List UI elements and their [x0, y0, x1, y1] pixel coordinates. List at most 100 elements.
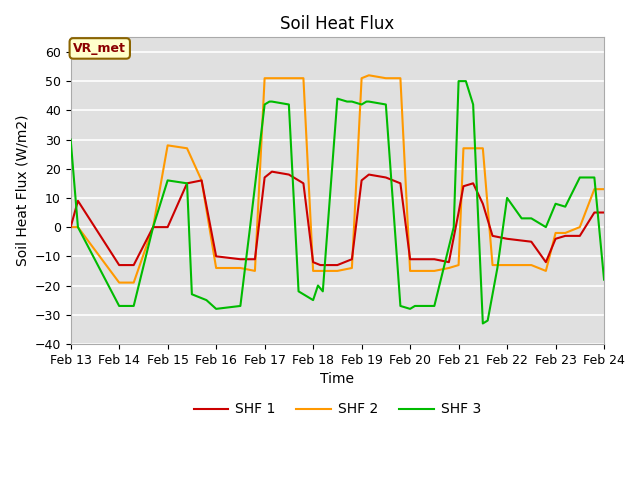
SHF 1 [431, 256, 438, 262]
SHF 3 [542, 224, 550, 230]
SHF 2 [542, 268, 550, 274]
SHF 3 [365, 99, 372, 105]
SHF 1 [382, 175, 390, 180]
SHF 1 [237, 256, 244, 262]
SHF 3 [561, 204, 569, 210]
SHF 1 [406, 256, 414, 262]
SHF 2 [455, 262, 463, 268]
SHF 3 [358, 102, 365, 108]
SHF 3 [503, 195, 511, 201]
SHF 3 [237, 303, 244, 309]
Line: SHF 2: SHF 2 [70, 75, 604, 283]
SHF 2 [445, 265, 452, 271]
SHF 2 [382, 75, 390, 81]
Y-axis label: Soil Heat Flux (W/m2): Soil Heat Flux (W/m2) [15, 115, 29, 266]
SHF 1 [317, 262, 324, 268]
SHF 2 [469, 145, 477, 151]
SHF 1 [489, 233, 497, 239]
SHF 1 [198, 178, 205, 183]
SHF 1 [445, 259, 452, 265]
SHF 3 [268, 99, 276, 105]
SHF 1 [576, 233, 584, 239]
SHF 3 [411, 303, 419, 309]
SHF 1 [309, 259, 317, 265]
SHF 1 [479, 201, 486, 206]
SHF 3 [130, 303, 138, 309]
SHF 3 [484, 318, 492, 324]
SHF 1 [212, 253, 220, 259]
SHF 3 [406, 306, 414, 312]
SHF 1 [333, 262, 341, 268]
SHF 1 [260, 175, 268, 180]
SHF 2 [317, 268, 324, 274]
SHF 3 [518, 216, 525, 221]
Text: VR_met: VR_met [74, 42, 126, 55]
SHF 3 [212, 306, 220, 312]
SHF 3 [450, 224, 458, 230]
SHF 3 [67, 137, 74, 143]
SHF 2 [333, 268, 341, 274]
Legend: SHF 1, SHF 2, SHF 3: SHF 1, SHF 2, SHF 3 [188, 397, 486, 422]
SHF 2 [285, 75, 292, 81]
SHF 2 [198, 178, 205, 183]
SHF 2 [268, 75, 276, 81]
SHF 3 [591, 175, 598, 180]
SHF 2 [260, 75, 268, 81]
SHF 2 [552, 230, 559, 236]
SHF 1 [552, 236, 559, 241]
SHF 3 [72, 195, 79, 201]
SHF 1 [149, 224, 157, 230]
SHF 3 [246, 224, 254, 230]
SHF 1 [591, 210, 598, 216]
SHF 2 [406, 268, 414, 274]
SHF 3 [319, 288, 326, 294]
SHF 1 [164, 224, 172, 230]
SHF 3 [348, 99, 356, 105]
SHF 1 [74, 198, 82, 204]
SHF 2 [115, 280, 123, 286]
SHF 1 [503, 236, 511, 241]
SHF 1 [268, 169, 276, 175]
SHF 3 [363, 99, 371, 105]
SHF 1 [365, 172, 372, 178]
SHF 2 [527, 262, 535, 268]
SHF 3 [74, 224, 82, 230]
SHF 2 [212, 265, 220, 271]
SHF 3 [260, 102, 268, 108]
X-axis label: Time: Time [321, 372, 355, 386]
SHF 1 [542, 259, 550, 265]
SHF 3 [431, 303, 438, 309]
SHF 2 [460, 145, 467, 151]
SHF 3 [314, 283, 322, 288]
SHF 1 [469, 180, 477, 186]
SHF 1 [460, 183, 467, 189]
SHF 2 [164, 143, 172, 148]
SHF 3 [527, 216, 535, 221]
Title: Soil Heat Flux: Soil Heat Flux [280, 15, 394, 33]
SHF 2 [358, 75, 365, 81]
SHF 2 [300, 75, 307, 81]
SHF 1 [397, 180, 404, 186]
SHF 3 [343, 99, 351, 105]
SHF 1 [600, 210, 608, 216]
SHF 2 [251, 268, 259, 274]
Line: SHF 1: SHF 1 [70, 172, 604, 265]
SHF 2 [489, 262, 497, 268]
SHF 1 [285, 172, 292, 178]
SHF 3 [462, 78, 470, 84]
SHF 2 [600, 186, 608, 192]
SHF 3 [149, 224, 157, 230]
SHF 3 [203, 297, 211, 303]
SHF 1 [130, 262, 138, 268]
SHF 3 [266, 99, 273, 105]
SHF 3 [309, 297, 317, 303]
SHF 1 [527, 239, 535, 245]
SHF 2 [397, 75, 404, 81]
SHF 2 [365, 72, 372, 78]
SHF 3 [285, 102, 292, 108]
SHF 3 [576, 175, 584, 180]
SHF 1 [455, 210, 463, 216]
SHF 3 [164, 178, 172, 183]
SHF 1 [183, 180, 191, 186]
SHF 3 [397, 303, 404, 309]
